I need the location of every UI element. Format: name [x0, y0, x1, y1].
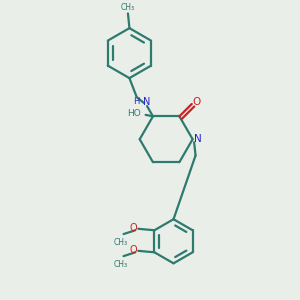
- Text: CH₃: CH₃: [121, 3, 135, 12]
- Text: H: H: [134, 97, 140, 106]
- Text: CH₃: CH₃: [114, 260, 128, 269]
- Text: O: O: [129, 223, 137, 233]
- Text: N: N: [194, 134, 202, 144]
- Text: O: O: [129, 245, 137, 255]
- Text: CH₃: CH₃: [114, 238, 128, 247]
- Text: HO: HO: [127, 109, 141, 118]
- Text: N: N: [143, 97, 150, 106]
- Text: O: O: [192, 97, 201, 106]
